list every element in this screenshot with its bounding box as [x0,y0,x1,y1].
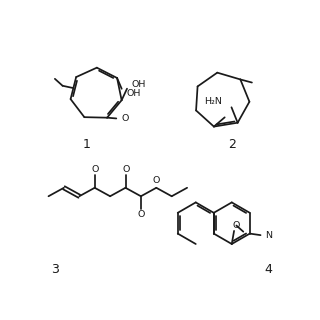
Text: 3: 3 [51,263,59,276]
Text: H₂N: H₂N [204,97,222,106]
Text: OH: OH [132,80,146,89]
Text: O: O [122,114,129,123]
Text: N: N [265,231,272,240]
Text: O: O [138,210,145,219]
Text: 2: 2 [228,138,236,151]
Text: 1: 1 [83,138,91,151]
Text: O: O [123,165,130,174]
Text: OH: OH [126,89,141,98]
Text: O: O [233,221,240,230]
Text: 4: 4 [264,263,272,276]
Text: O: O [92,165,99,174]
Text: O: O [153,176,160,185]
